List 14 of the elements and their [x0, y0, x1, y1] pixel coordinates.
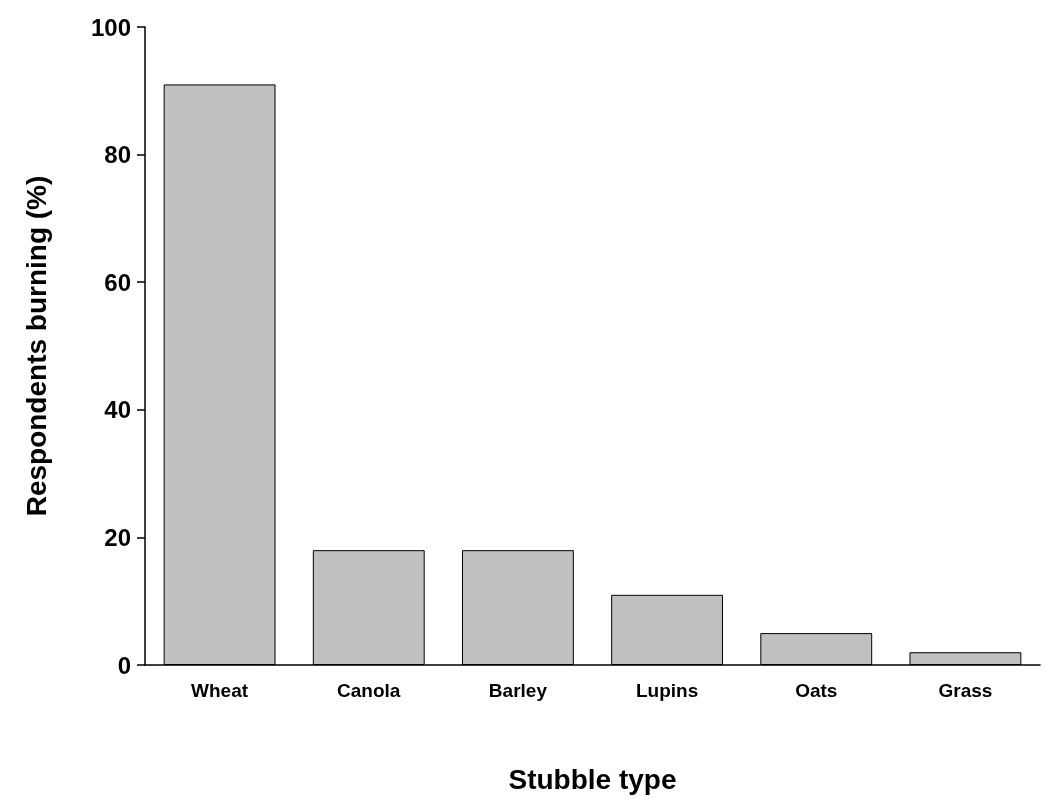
- y-tick-label: 100: [90, 13, 131, 41]
- y-tick-label: 20: [104, 523, 131, 551]
- x-tick-label: Wheat: [191, 680, 249, 701]
- y-tick-label: 80: [104, 141, 131, 169]
- y-tick-label: 60: [104, 268, 131, 296]
- y-tick-label: 40: [104, 396, 131, 424]
- x-tick-label: Oats: [795, 680, 838, 701]
- y-axis-title: Respondents burning (%): [20, 175, 52, 517]
- x-axis-title: Stubble type: [508, 763, 677, 795]
- y-tick-label: 0: [117, 651, 131, 679]
- x-tick-label: Grass: [938, 680, 993, 701]
- x-tick-label: Barley: [488, 680, 548, 701]
- x-tick-label: Lupins: [635, 680, 699, 701]
- x-tick-label: Canola: [337, 680, 401, 701]
